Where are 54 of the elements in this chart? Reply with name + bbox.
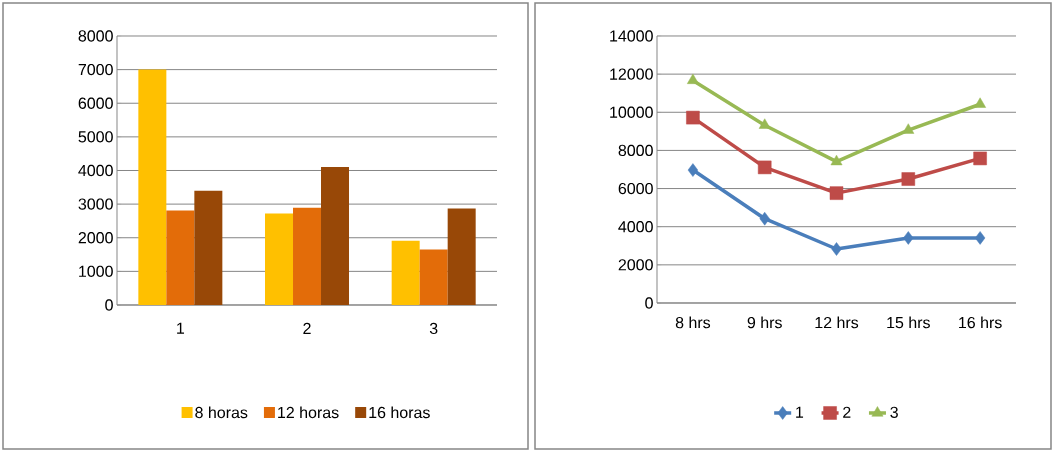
y-tick-label: 2000	[618, 259, 653, 271]
point	[974, 97, 986, 108]
bar	[419, 249, 448, 305]
bar	[391, 240, 420, 305]
point	[973, 151, 987, 166]
x-tick-label: 9 hrs	[747, 316, 782, 329]
y-tick-label: 10000	[610, 106, 653, 118]
point	[759, 211, 770, 226]
y-tick-label: 0	[105, 299, 113, 311]
point	[829, 186, 844, 200]
legend-label: 3	[890, 406, 898, 418]
bar	[265, 213, 294, 305]
y-tick-label: 6000	[78, 97, 113, 109]
legend-label: 1	[796, 406, 804, 418]
legend-label: 8 horas	[195, 406, 248, 419]
y-tick-label: 2000	[78, 232, 113, 244]
y-tick-label: 5000	[78, 131, 113, 143]
point	[901, 172, 916, 186]
point	[687, 163, 699, 177]
x-tick-label: 8 hrs	[675, 316, 711, 329]
point	[831, 242, 842, 256]
x-tick-label: 15 hrs	[887, 316, 930, 329]
legend-label: 2	[843, 406, 851, 418]
bar	[166, 210, 195, 305]
bar	[194, 190, 223, 305]
y-tick-label: 0	[645, 297, 653, 309]
y-tick-label: 1000	[79, 265, 113, 278]
y-tick-label: 6000	[618, 182, 653, 195]
point	[974, 231, 986, 245]
point	[830, 154, 843, 166]
y-tick-label: 14000	[610, 30, 653, 42]
y-tick-label: 7000	[78, 63, 113, 76]
point	[903, 231, 914, 245]
y-tick-label: 3000	[78, 198, 113, 210]
x-tick-label: 12 hrs	[815, 316, 859, 329]
bar	[293, 207, 322, 305]
x-tick-label: 16 hrs	[959, 316, 1002, 329]
point	[758, 118, 771, 129]
bar	[447, 208, 476, 305]
x-tick-label: 1	[177, 322, 185, 334]
y-tick-label: 8000	[618, 144, 653, 157]
legend-label: 12 horas	[278, 406, 339, 419]
x-tick-label: 3	[429, 322, 438, 335]
point	[686, 110, 700, 125]
y-tick-label: 8000	[78, 30, 113, 42]
point	[687, 73, 699, 84]
legend-label: 16 horas	[369, 406, 430, 419]
x-tick-label: 2	[303, 322, 311, 334]
bar	[138, 69, 167, 305]
bar	[321, 167, 350, 305]
point	[757, 160, 772, 175]
y-tick-label: 4000	[618, 221, 653, 233]
y-tick-label: 4000	[78, 164, 113, 177]
y-tick-label: 12000	[610, 68, 653, 80]
